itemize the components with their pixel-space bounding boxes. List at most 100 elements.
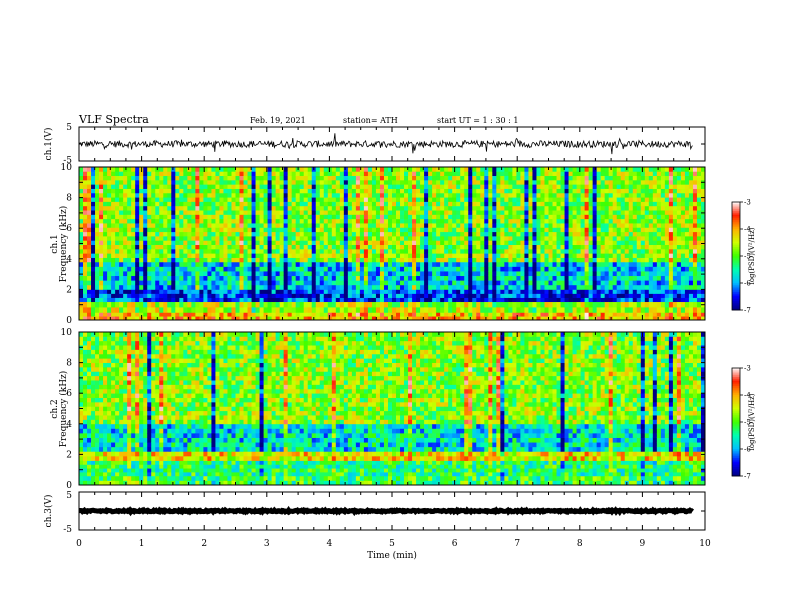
spectrogram-cell	[139, 293, 144, 298]
spectrogram-cell	[275, 197, 281, 202]
spectrogram-cell	[552, 253, 557, 258]
spectrogram-cell	[632, 227, 638, 233]
spectrogram-cell	[183, 171, 188, 177]
spectrogram-cell	[432, 316, 437, 321]
spectrogram-cell	[175, 301, 180, 308]
spectrogram-cell	[219, 192, 224, 198]
spectrogram-cell	[540, 214, 545, 220]
spectrogram-cell	[203, 301, 208, 308]
spectrogram-cell	[544, 301, 549, 308]
spectrogram-cell	[387, 179, 393, 185]
spectrogram-cell	[612, 266, 618, 272]
spectrogram-cell	[512, 293, 517, 298]
spectrogram-cell	[319, 275, 325, 281]
spectrogram-cell	[235, 188, 240, 194]
spectrogram-cell	[371, 275, 377, 281]
spectrogram-cell	[99, 271, 104, 277]
spectrogram-cell	[219, 261, 224, 267]
spectrogram-cell	[564, 235, 569, 241]
spectrogram-cell	[299, 293, 305, 298]
spectrogram-cell	[215, 289, 220, 294]
spectrogram-cell	[424, 257, 429, 263]
spectrogram-cell	[548, 271, 553, 277]
spectrogram-cell	[616, 275, 622, 281]
spectrogram-cell	[436, 205, 441, 211]
spectrogram-cell	[203, 307, 208, 313]
spectrogram-cell	[139, 231, 144, 237]
spectrogram-cell	[307, 235, 313, 241]
spectrogram-cell	[460, 244, 465, 250]
spectrogram-cell	[444, 275, 449, 281]
spectrogram-cell	[532, 188, 537, 194]
spectrogram-cell	[303, 275, 309, 281]
spectrogram-cell	[428, 301, 433, 308]
spectrogram-cell	[147, 171, 152, 177]
spectrogram-cell	[111, 184, 116, 189]
spectrogram-cell	[359, 167, 365, 172]
spectrogram-cell	[387, 301, 393, 308]
spectrogram-cell	[588, 192, 594, 198]
spectrogram-cell	[231, 218, 236, 224]
spectrogram-cell	[636, 179, 642, 185]
spectrogram-cell	[171, 271, 176, 277]
spectrogram-cell	[392, 257, 397, 263]
spectrogram-cell	[103, 184, 108, 189]
spectrogram-cell	[371, 301, 377, 308]
spectrogram-cell	[464, 205, 469, 211]
spectrogram-cell	[235, 214, 240, 220]
spectrogram-cell	[488, 192, 493, 198]
spectrogram-cell	[319, 223, 325, 228]
spectrogram-cell	[263, 197, 268, 202]
spectrogram-cell	[588, 275, 594, 281]
spectrogram-cell	[548, 223, 553, 228]
spectrogram-cell	[476, 297, 481, 303]
spectrogram-cell	[568, 167, 573, 172]
spectrogram-cell	[231, 244, 236, 250]
spectrogram-cell	[536, 307, 541, 313]
spectrogram-cell	[171, 201, 176, 207]
spectrogram-cell	[600, 214, 606, 220]
spectrogram-cell	[339, 197, 345, 202]
spectrogram-cell	[259, 171, 264, 177]
spectrogram-cell	[203, 280, 208, 286]
spectrogram-cell	[452, 231, 457, 237]
spectrogram-cell	[171, 248, 176, 254]
spectrogram-cell	[604, 297, 610, 303]
spectrogram-cell	[275, 223, 281, 228]
spectrogram-cell	[243, 223, 248, 228]
spectrogram-cell	[263, 275, 268, 281]
spectrogram-cell	[327, 218, 333, 224]
spectrogram-cell	[191, 167, 196, 172]
spectrogram-cell	[179, 231, 184, 237]
spectrogram-cell	[432, 197, 437, 202]
spectrogram-cell	[468, 218, 473, 224]
spectrogram-cell	[528, 179, 533, 185]
spectrogram-cell	[299, 240, 305, 246]
spectrogram-cell	[343, 201, 349, 207]
spectrogram-cell	[432, 280, 437, 286]
spectrogram-cell	[596, 218, 602, 224]
spectrogram-cell	[179, 266, 184, 272]
spectrogram-cell	[632, 223, 638, 228]
spectrogram-cell	[127, 312, 132, 317]
spectrogram-cell	[231, 210, 236, 215]
spectrogram-cell	[424, 271, 429, 277]
spectrogram-cell	[255, 192, 260, 198]
spectrogram-cell	[424, 244, 429, 250]
spectrogram-cell	[87, 171, 92, 177]
spectrogram-cell	[444, 227, 449, 233]
spectrogram-cell	[387, 175, 393, 181]
spectrogram-cell	[359, 257, 365, 263]
spectrogram-cell	[103, 280, 108, 286]
spectrogram-cell	[556, 271, 561, 277]
spectrogram-cell	[123, 280, 128, 286]
spectrogram-cell	[115, 297, 120, 303]
spectrogram-cell	[351, 171, 357, 177]
spectrogram-cell	[283, 297, 289, 303]
spectrogram-cell	[408, 179, 413, 185]
spectrogram-cell	[383, 218, 389, 224]
spectrogram-cell	[87, 240, 92, 246]
spectrogram-cell	[568, 307, 573, 313]
spectrogram-cell	[103, 205, 108, 211]
spectrogram-cell	[400, 301, 405, 308]
